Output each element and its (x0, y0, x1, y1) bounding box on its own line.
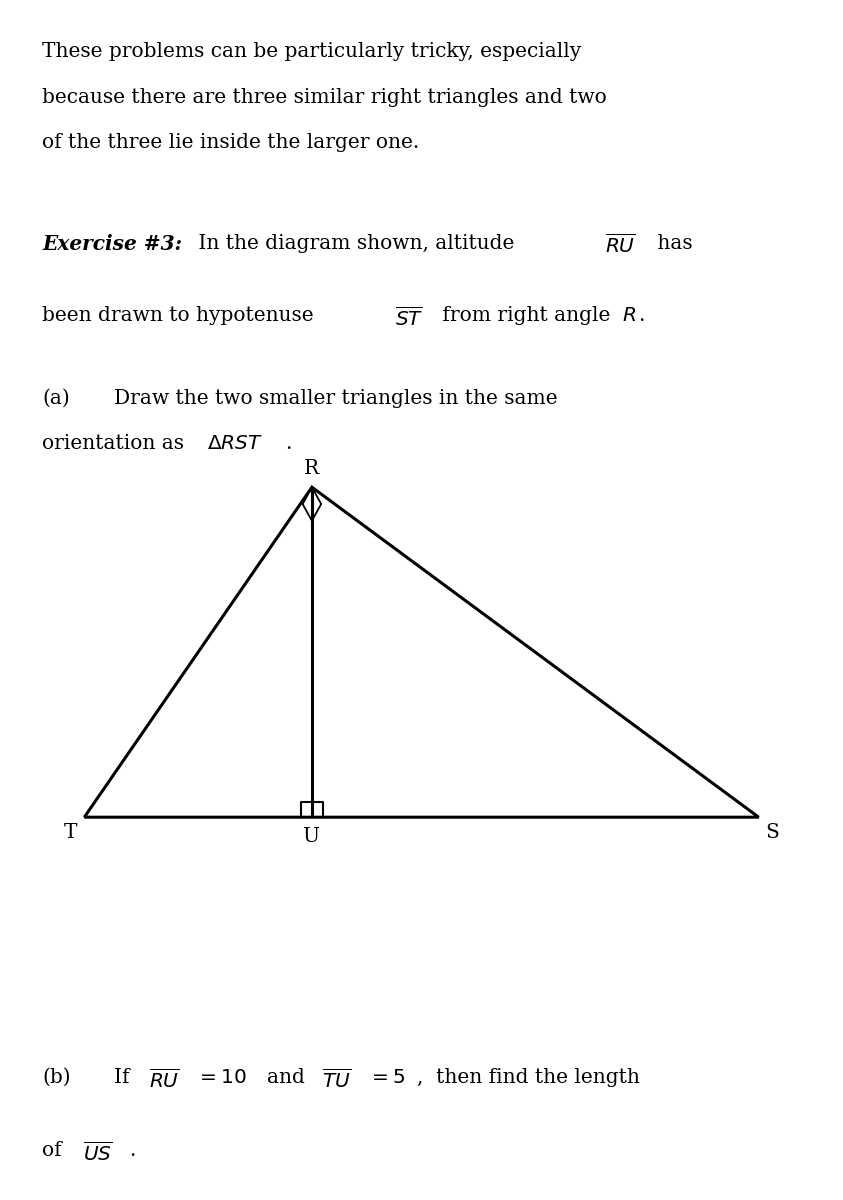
Text: Exercise #3:: Exercise #3: (42, 234, 182, 253)
Text: $\overline{RU}$: $\overline{RU}$ (149, 1068, 180, 1092)
Text: ,  then find the length: , then find the length (417, 1068, 640, 1087)
Text: $R$: $R$ (622, 306, 636, 325)
Text: S: S (765, 823, 779, 842)
Text: (a): (a) (42, 389, 70, 408)
Text: orientation as: orientation as (42, 434, 191, 454)
Text: of: of (42, 1141, 68, 1160)
Text: $\overline{ST}$: $\overline{ST}$ (395, 306, 423, 330)
Text: $\overline{US}$: $\overline{US}$ (83, 1141, 112, 1164)
Text: .: . (285, 434, 292, 454)
Text: of the three lie inside the larger one.: of the three lie inside the larger one. (42, 133, 420, 152)
Text: T: T (64, 823, 78, 842)
Text: Draw the two smaller triangles in the same: Draw the two smaller triangles in the sa… (114, 389, 557, 408)
Text: If: If (114, 1068, 142, 1087)
Text: $= 10$: $= 10$ (196, 1068, 247, 1087)
Text: .: . (129, 1141, 136, 1160)
Text: because there are three similar right triangles and two: because there are three similar right tr… (42, 88, 607, 107)
Text: R: R (304, 458, 319, 478)
Text: and: and (267, 1068, 305, 1087)
Text: .: . (638, 306, 645, 325)
Text: In the diagram shown, altitude: In the diagram shown, altitude (192, 234, 521, 252)
Text: (b): (b) (42, 1068, 71, 1087)
Text: $\Delta RST$: $\Delta RST$ (207, 434, 263, 454)
Text: $\overline{TU}$: $\overline{TU}$ (322, 1068, 351, 1092)
Text: $\overline{RU}$: $\overline{RU}$ (605, 234, 636, 257)
Text: $= 5$: $= 5$ (368, 1068, 406, 1087)
Text: U: U (303, 827, 320, 846)
Text: been drawn to hypotenuse: been drawn to hypotenuse (42, 306, 320, 325)
Text: from right angle: from right angle (436, 306, 616, 325)
Text: These problems can be particularly tricky, especially: These problems can be particularly trick… (42, 42, 582, 61)
Text: has: has (651, 234, 692, 252)
